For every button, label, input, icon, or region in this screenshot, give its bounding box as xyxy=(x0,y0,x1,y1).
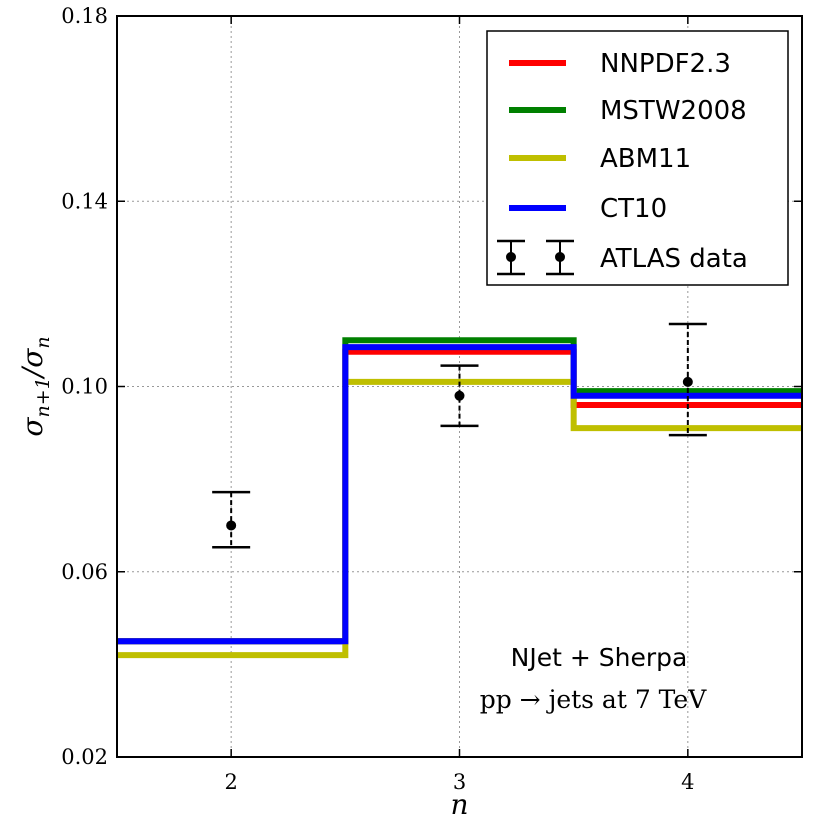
y-axis-label: σn+1/σn xyxy=(16,336,54,436)
y-axis-label-sub: n+1 xyxy=(32,377,54,417)
y-axis-label-tail: /σ xyxy=(16,348,49,380)
annotation-generator: NJet + Sherpa xyxy=(511,643,688,672)
x-tick-label-2: 4 xyxy=(681,770,694,794)
legend-atlas-marker-1 xyxy=(546,239,574,276)
legend-label-atlas-data: ATLAS data xyxy=(600,244,748,274)
data-marker xyxy=(454,390,465,401)
legend: NNPDF2.3 MSTW2008 ABM11 CT10 ATLAS data xyxy=(486,30,789,286)
ticks xyxy=(117,15,802,758)
annotation-process: pp → jets at 7 TeV xyxy=(480,685,707,714)
y-axis-label-sigma: σ xyxy=(16,417,49,437)
data-marker xyxy=(226,520,237,531)
y-axis-label-tail-sub: n xyxy=(32,336,54,348)
data-marker xyxy=(682,376,693,387)
y-tick-label-1: 0.06 xyxy=(61,560,108,584)
legend-data-marker xyxy=(506,252,516,262)
x-axis-label: n xyxy=(450,788,468,821)
series-line-ct10 xyxy=(117,344,802,645)
y-tick-label-4: 0.18 xyxy=(61,4,108,28)
x-tick-label-1: 3 xyxy=(453,770,466,794)
atlas-point-4 xyxy=(668,322,707,437)
legend-label-ct10: CT10 xyxy=(600,194,667,224)
y-tick-label-3: 0.14 xyxy=(61,189,108,213)
atlas-point-2 xyxy=(212,490,251,549)
atlas-data-layer xyxy=(212,322,707,549)
legend-label-abm11: ABM11 xyxy=(600,144,691,174)
legend-atlas-marker-0 xyxy=(497,239,525,276)
legend-label-mstw2008: MSTW2008 xyxy=(600,96,747,126)
tick-labels: 2 3 4 0.02 0.06 0.10 0.14 0.18 xyxy=(61,4,694,794)
y-tick-label-2: 0.10 xyxy=(61,375,108,399)
legend-label-nnpdf2.3: NNPDF2.3 xyxy=(600,49,731,79)
legend-data-marker xyxy=(555,252,565,262)
x-tick-label-0: 2 xyxy=(224,770,237,794)
y-tick-label-0: 0.02 xyxy=(61,745,108,769)
atlas-point-3 xyxy=(440,364,479,428)
